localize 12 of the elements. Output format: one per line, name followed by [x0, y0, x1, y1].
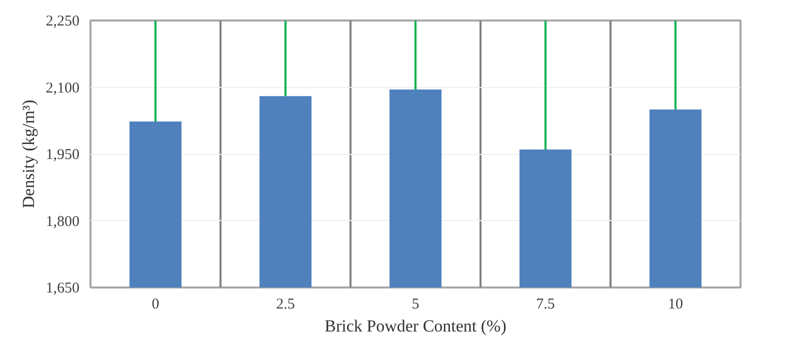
y-tick-label: 2,100 — [46, 80, 80, 96]
y-tick-label: 2,250 — [46, 14, 80, 30]
x-tick-label: 5 — [412, 296, 420, 312]
y-tick-label: 1,650 — [46, 280, 80, 296]
x-axis-title: Brick Powder Content (%) — [324, 316, 506, 336]
y-axis-title: Density (kg/m³) — [18, 100, 38, 208]
x-tick-label: 2.5 — [276, 296, 295, 312]
y-tick-label: 1,800 — [46, 214, 80, 230]
x-tick-label: 10 — [668, 296, 683, 312]
x-tick-label: 0 — [152, 296, 160, 312]
y-tick-label: 1,950 — [46, 147, 80, 163]
x-tick-label: 7.5 — [536, 296, 555, 312]
